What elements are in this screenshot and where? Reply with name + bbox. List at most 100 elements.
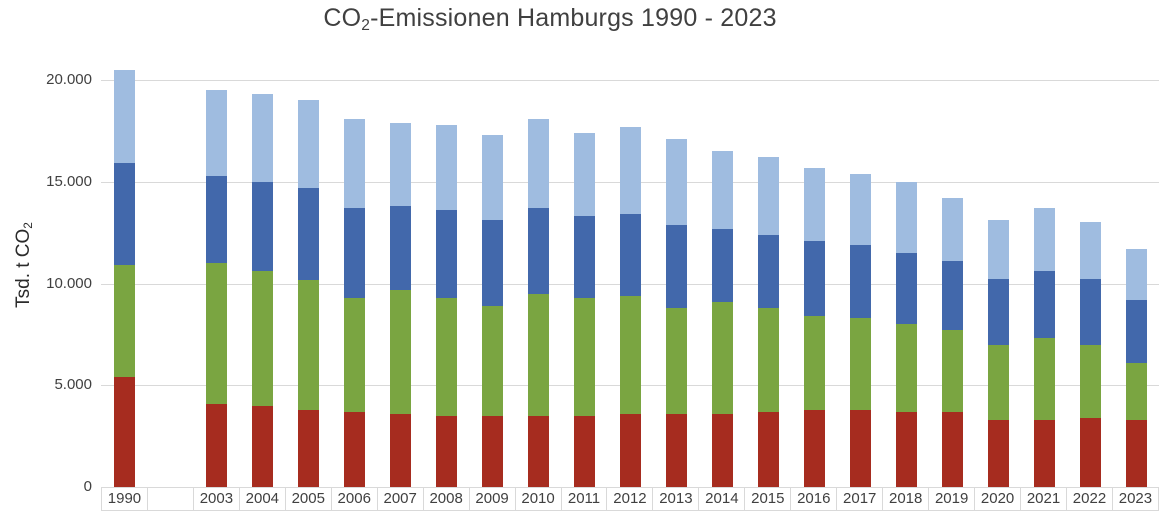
gridline-20000 <box>101 80 1159 81</box>
chart-title-rest: -Emissionen Hamburgs 1990 - 2023 <box>370 4 777 32</box>
x-axis-label-2003: 2003 <box>194 488 240 510</box>
bar-2004-segment-4-light-blue <box>252 94 273 182</box>
bar-2013-segment-1-dark-red <box>666 413 687 487</box>
bar-2006-segment-3-dark-blue <box>344 208 365 298</box>
bar-2007-segment-4-light-blue <box>390 122 411 207</box>
bar-2017-segment-2-green <box>850 318 871 410</box>
bar-2013-segment-4-light-blue <box>666 139 687 225</box>
x-axis-label-2006: 2006 <box>332 488 378 510</box>
chart-title-co: CO <box>323 4 362 32</box>
bar-2008 <box>436 124 457 487</box>
bar-2019-segment-4-light-blue <box>942 198 963 262</box>
bar-2015-segment-4-light-blue <box>758 157 779 235</box>
bar-2023 <box>1126 248 1147 487</box>
bar-2023-segment-2-green <box>1126 362 1147 420</box>
x-axis-label-2020: 2020 <box>975 488 1022 510</box>
bar-2018-segment-2-green <box>896 324 917 412</box>
bar-2022-segment-2-green <box>1080 344 1101 418</box>
bar-2005-segment-4-light-blue <box>298 100 319 188</box>
bar-2012-segment-3-dark-blue <box>620 214 641 296</box>
bar-2017-segment-3-dark-blue <box>850 244 871 319</box>
bar-1990-segment-2-green <box>114 265 135 378</box>
bar-2003-segment-4-light-blue <box>206 90 227 176</box>
bar-2005-segment-1-dark-red <box>298 409 319 487</box>
bar-2020-segment-3-dark-blue <box>988 279 1009 345</box>
bar-2003-segment-3-dark-blue <box>206 175 227 264</box>
plot-area <box>101 0 1159 487</box>
x-axis-label-2019: 2019 <box>929 488 976 510</box>
x-axis-label-empty <box>148 488 194 510</box>
bar-2019 <box>942 198 963 487</box>
chart-title-subscript: 2 <box>361 16 371 34</box>
x-axis-label-2021: 2021 <box>1021 488 1068 510</box>
bar-2020 <box>988 220 1009 487</box>
y-tick-label: 15.000 <box>46 173 92 190</box>
y-tick-label: 5.000 <box>54 376 92 393</box>
bar-2020-segment-4-light-blue <box>988 220 1009 280</box>
bar-2003-segment-2-green <box>206 263 227 404</box>
bar-2013-segment-2-green <box>666 307 687 414</box>
bar-2011-segment-2-green <box>574 297 595 416</box>
x-axis-label-2011: 2011 <box>562 488 608 510</box>
bar-2010-segment-2-green <box>528 293 549 416</box>
bar-2023-segment-4-light-blue <box>1126 248 1147 300</box>
y-tick-label: 20.000 <box>46 71 92 88</box>
bar-2015-segment-2-green <box>758 307 779 412</box>
bar-2018-segment-3-dark-blue <box>896 253 917 325</box>
bar-2008-segment-1-dark-red <box>436 415 457 487</box>
bar-2009-segment-2-green <box>482 305 503 416</box>
bar-2014-segment-4-light-blue <box>712 151 733 229</box>
bar-2006 <box>344 118 365 487</box>
bar-2010-segment-4-light-blue <box>528 118 549 209</box>
bar-2017-segment-1-dark-red <box>850 409 871 487</box>
bar-2003 <box>206 90 227 487</box>
bar-2009-segment-1-dark-red <box>482 415 503 487</box>
bar-2021-segment-1-dark-red <box>1034 419 1055 487</box>
bar-2017-segment-4-light-blue <box>850 173 871 245</box>
bar-2023-segment-1-dark-red <box>1126 419 1147 487</box>
bar-2004 <box>252 94 273 487</box>
bar-2014-segment-3-dark-blue <box>712 228 733 302</box>
bar-2021-segment-2-green <box>1034 338 1055 420</box>
bar-2022-segment-4-light-blue <box>1080 222 1101 280</box>
bar-2012-segment-1-dark-red <box>620 413 641 487</box>
bar-2019-segment-3-dark-blue <box>942 261 963 331</box>
bar-2011-segment-3-dark-blue <box>574 216 595 298</box>
bar-2012 <box>620 126 641 487</box>
bar-2009-segment-3-dark-blue <box>482 220 503 306</box>
bar-2007-segment-1-dark-red <box>390 413 411 487</box>
bar-2012-segment-4-light-blue <box>620 126 641 215</box>
x-axis-label-2015: 2015 <box>745 488 792 510</box>
bar-2021-segment-4-light-blue <box>1034 208 1055 272</box>
bar-2016-segment-3-dark-blue <box>804 240 825 317</box>
x-axis-label-2004: 2004 <box>240 488 286 510</box>
bar-2015 <box>758 157 779 487</box>
bar-2016-segment-1-dark-red <box>804 409 825 487</box>
bar-2010-segment-3-dark-blue <box>528 208 549 294</box>
bar-2007-segment-2-green <box>390 289 411 414</box>
x-axis-label-2023: 2023 <box>1113 488 1159 510</box>
bar-2005-segment-3-dark-blue <box>298 187 319 280</box>
bar-2023-segment-3-dark-blue <box>1126 299 1147 363</box>
bar-2012-segment-2-green <box>620 295 641 414</box>
bar-2009-segment-4-light-blue <box>482 134 503 221</box>
bar-2019-segment-2-green <box>942 330 963 412</box>
x-axis-label-2022: 2022 <box>1067 488 1113 510</box>
x-axis-label-2014: 2014 <box>699 488 746 510</box>
bar-1990-segment-3-dark-blue <box>114 163 135 266</box>
bar-2021 <box>1034 208 1055 487</box>
x-axis-label-2012: 2012 <box>607 488 654 510</box>
x-axis-label-2008: 2008 <box>424 488 470 510</box>
bar-2016-segment-2-green <box>804 316 825 410</box>
bar-2004-segment-1-dark-red <box>252 405 273 487</box>
bar-2014 <box>712 151 733 487</box>
x-axis-label-2017: 2017 <box>837 488 884 510</box>
bar-2018 <box>896 181 917 487</box>
bar-2011-segment-4-light-blue <box>574 133 595 217</box>
x-axis-label-2007: 2007 <box>378 488 424 510</box>
chart-title: CO2-Emissionen Hamburgs 1990 - 2023 <box>0 4 1100 34</box>
x-axis-label-2018: 2018 <box>883 488 930 510</box>
bar-2022-segment-1-dark-red <box>1080 417 1101 487</box>
bar-2005 <box>298 100 319 487</box>
bar-2006-segment-4-light-blue <box>344 118 365 209</box>
